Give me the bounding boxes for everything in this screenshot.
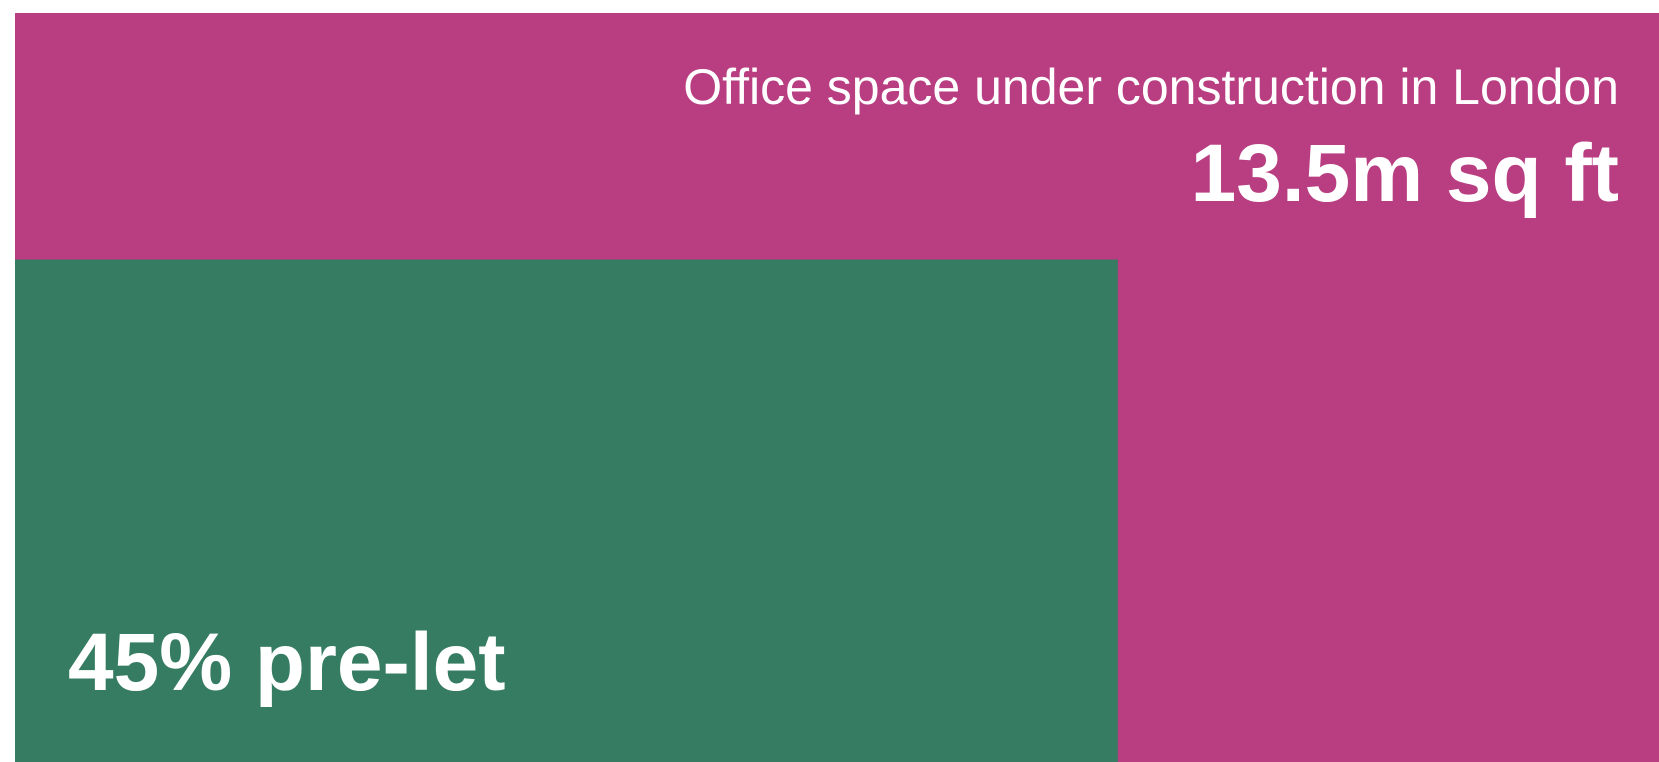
total-label: 13.5m sq ft	[1191, 128, 1619, 219]
chart-title: Office space under construction in Londo…	[683, 59, 1619, 115]
share-area	[15, 259, 1118, 762]
share-label: 45% pre-let	[68, 617, 506, 708]
marks	[15, 259, 1118, 762]
